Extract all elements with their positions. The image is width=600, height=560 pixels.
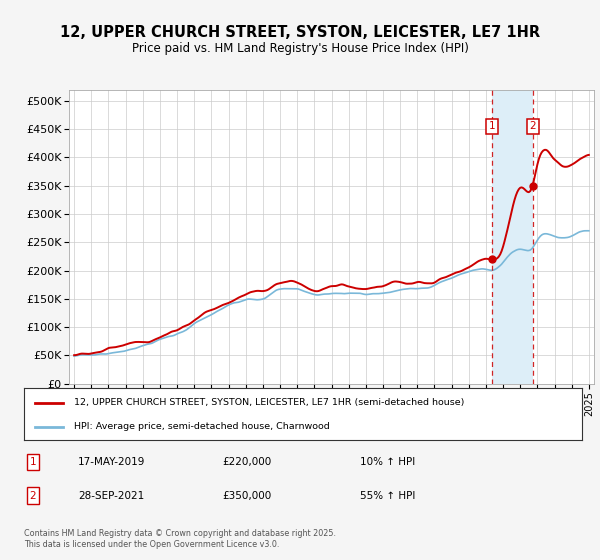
Text: 2: 2 <box>530 122 536 132</box>
Text: 1: 1 <box>489 122 496 132</box>
Text: 12, UPPER CHURCH STREET, SYSTON, LEICESTER, LE7 1HR: 12, UPPER CHURCH STREET, SYSTON, LEICEST… <box>60 25 540 40</box>
Text: £350,000: £350,000 <box>222 491 271 501</box>
Text: 12, UPPER CHURCH STREET, SYSTON, LEICESTER, LE7 1HR (semi-detached house): 12, UPPER CHURCH STREET, SYSTON, LEICEST… <box>74 398 464 407</box>
Text: 55% ↑ HPI: 55% ↑ HPI <box>360 491 415 501</box>
Text: 10% ↑ HPI: 10% ↑ HPI <box>360 457 415 467</box>
Text: 28-SEP-2021: 28-SEP-2021 <box>78 491 144 501</box>
Text: Price paid vs. HM Land Registry's House Price Index (HPI): Price paid vs. HM Land Registry's House … <box>131 42 469 55</box>
Text: Contains HM Land Registry data © Crown copyright and database right 2025.
This d: Contains HM Land Registry data © Crown c… <box>24 529 336 549</box>
Text: HPI: Average price, semi-detached house, Charnwood: HPI: Average price, semi-detached house,… <box>74 422 330 431</box>
Bar <box>492 90 533 384</box>
Text: 1: 1 <box>29 457 37 467</box>
Text: 17-MAY-2019: 17-MAY-2019 <box>78 457 145 467</box>
Text: 2: 2 <box>29 491 37 501</box>
Text: £220,000: £220,000 <box>222 457 271 467</box>
